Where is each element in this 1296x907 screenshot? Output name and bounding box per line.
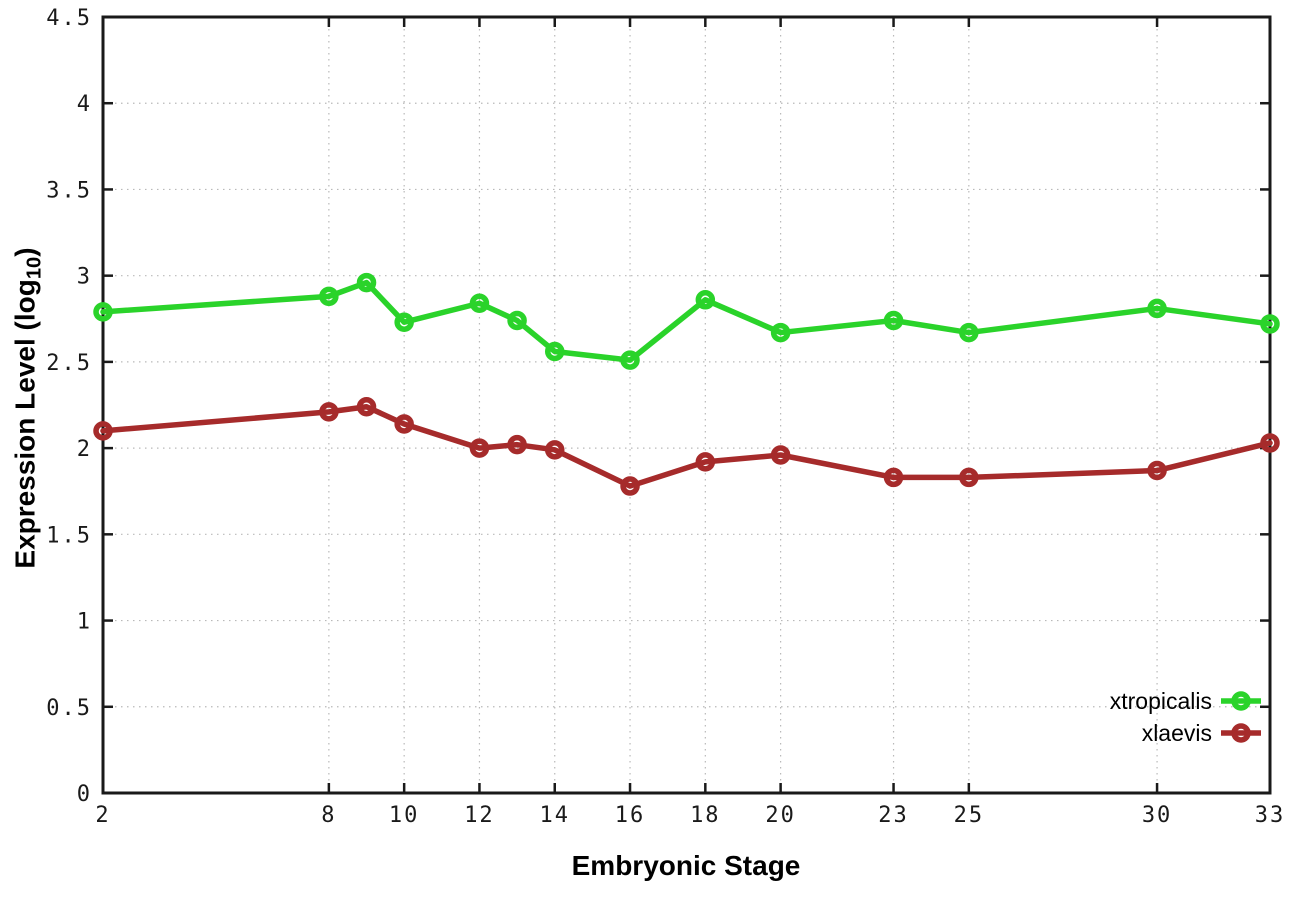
data-point-xtropicalis xyxy=(770,322,791,343)
x-tick-label: 12 xyxy=(464,803,495,828)
y-tick-label: 1 xyxy=(77,610,92,635)
y-tick-label: 4 xyxy=(77,92,92,117)
y-axis-title: Expression Level (log10) xyxy=(9,247,46,568)
x-tick-label: 14 xyxy=(539,803,570,828)
x-tick-label: 30 xyxy=(1142,803,1173,828)
x-tick-label: 20 xyxy=(765,803,796,828)
y-tick-label: 0 xyxy=(77,782,92,807)
data-point-xlaevis xyxy=(319,402,339,422)
data-point-xtropicalis xyxy=(620,350,640,370)
x-tick-label: 10 xyxy=(389,803,420,828)
data-point-xlaevis xyxy=(1147,460,1167,481)
y-axis-title-subscript: 10 xyxy=(23,256,46,280)
y-tick-label: 0.5 xyxy=(46,696,92,721)
y-tick-label: 2.5 xyxy=(46,351,92,376)
data-point-xtropicalis xyxy=(469,293,490,314)
legend-label-xtropicalis: xtropicalis xyxy=(1110,688,1212,714)
data-point-xlaevis xyxy=(959,467,979,488)
data-point-xtropicalis xyxy=(883,310,904,331)
x-tick-label: 16 xyxy=(615,803,646,828)
series-line-xtropicalis xyxy=(100,279,1273,363)
data-point-xlaevis xyxy=(620,476,640,496)
data-point-xtropicalis xyxy=(1260,314,1280,334)
data-point-xtropicalis xyxy=(1147,298,1167,319)
data-point-xlaevis xyxy=(469,438,490,458)
data-point-xtropicalis xyxy=(544,341,565,362)
y-axis-title-close: ) xyxy=(9,247,41,257)
series-line-xlaevis xyxy=(100,403,1273,489)
data-point-xtropicalis xyxy=(319,286,339,307)
x-tick-label: 23 xyxy=(878,803,909,828)
y-tick-label: 3 xyxy=(77,265,92,290)
data-point-xtropicalis xyxy=(695,290,716,310)
data-point-xlaevis xyxy=(507,434,527,455)
x-tick-label: 2 xyxy=(95,803,110,828)
data-point-xtropicalis xyxy=(959,322,979,343)
y-axis-title-main: Expression Level (log xyxy=(9,279,41,569)
y-tick-label: 3.5 xyxy=(46,178,92,203)
data-point-xtropicalis xyxy=(356,272,377,293)
data-point-xlaevis xyxy=(1260,433,1280,453)
legend-label-xlaevis: xlaevis xyxy=(1142,720,1212,746)
x-tick-label: 18 xyxy=(690,803,721,828)
data-point-xtropicalis xyxy=(507,310,527,331)
plot-border xyxy=(101,15,1272,795)
x-axis-title: Embryonic Stage xyxy=(571,850,801,881)
x-tick-label: 33 xyxy=(1255,803,1286,828)
x-tick-label: 25 xyxy=(954,803,985,828)
y-tick-label: 4.5 xyxy=(46,6,92,31)
y-tick-label: 2 xyxy=(77,437,92,462)
data-point-xlaevis xyxy=(356,396,377,417)
x-tick-label: 8 xyxy=(321,803,336,828)
data-point-xtropicalis xyxy=(93,302,113,322)
legend-sample-marker-xtropicalis xyxy=(1231,691,1251,711)
data-point-xlaevis xyxy=(770,445,791,465)
data-point-xlaevis xyxy=(394,414,414,434)
data-point-xlaevis xyxy=(695,452,716,472)
data-point-xlaevis xyxy=(544,440,565,460)
data-point-xlaevis xyxy=(93,421,113,441)
data-point-xlaevis xyxy=(883,467,904,488)
legend-sample-marker-xlaevis xyxy=(1231,723,1251,743)
y-tick-label: 1.5 xyxy=(46,523,92,548)
data-point-xtropicalis xyxy=(394,312,414,332)
